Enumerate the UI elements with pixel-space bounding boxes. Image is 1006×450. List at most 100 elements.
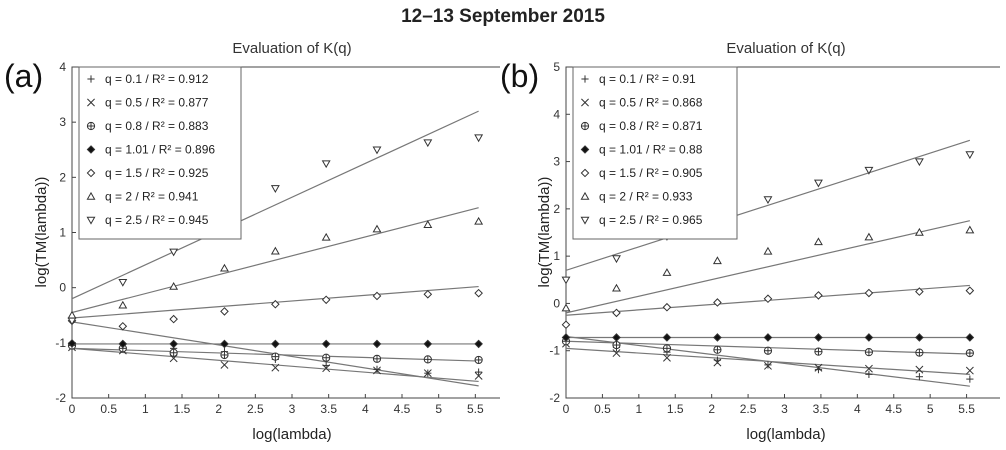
panel-label-b: (b) <box>500 58 540 94</box>
point-b-0-8 <box>966 375 974 383</box>
point-a-3-5 <box>321 339 331 349</box>
point-a-0-6 <box>373 365 381 373</box>
y-axis-label-a: log(TM(lambda)) <box>33 176 50 288</box>
point-b-0-4 <box>764 361 772 369</box>
point-a-5-8 <box>474 216 484 225</box>
point-b-4-0 <box>561 320 571 330</box>
point-b-4-5 <box>814 291 823 300</box>
point-a-2-2 <box>169 348 178 357</box>
fit-line-a-5 <box>72 207 479 314</box>
point-b-3-6 <box>864 333 874 342</box>
chart-title-b: Evaluation of K(q) <box>726 40 846 57</box>
point-a-1-7 <box>423 369 432 378</box>
point-b-6-8 <box>965 151 975 160</box>
x-tick-label-a-8: 4 <box>362 402 369 416</box>
legend-b: q = 0.1 / R² = 0.91 q = 0.5 / R² = 0.868 q… <box>572 66 738 240</box>
x-tick-label-b-3: 1.5 <box>667 402 684 416</box>
point-b-6-0 <box>561 276 571 285</box>
legend-marker-a-2 <box>86 121 96 131</box>
y-tick-label-a-5: 3 <box>59 115 66 129</box>
legend-marker-a-3 <box>86 145 96 154</box>
y-tick-label-a-4: 2 <box>59 170 66 184</box>
point-a-6-8 <box>474 134 484 143</box>
legend-marker-b-4 <box>580 168 590 178</box>
fit-line-a-1 <box>72 347 479 383</box>
point-b-5-5 <box>813 237 823 246</box>
point-a-3-4 <box>271 339 280 349</box>
point-a-5-6 <box>372 224 382 233</box>
x-tick-label-b-0: 0 <box>563 402 570 416</box>
x-tick-label-b-11: 5.5 <box>958 402 975 416</box>
legend-entry-b-4: q = 1.5 / R² = 0.905 <box>599 166 703 180</box>
x-tick-label-a-9: 4.5 <box>394 402 411 416</box>
point-b-6-7 <box>914 158 924 167</box>
point-b-2-7 <box>915 348 924 357</box>
x-tick-label-b-1: 0.5 <box>594 402 611 416</box>
point-b-5-7 <box>914 227 924 236</box>
x-tick-label-b-7: 3.5 <box>813 402 830 416</box>
point-b-6-5 <box>813 179 823 188</box>
legend-entry-b-1: q = 0.5 / R² = 0.868 <box>599 96 703 110</box>
legend-marker-b-3 <box>580 145 590 154</box>
point-a-1-3 <box>220 360 229 369</box>
point-a-5-2 <box>169 281 179 290</box>
point-b-2-2 <box>662 344 672 353</box>
y-tick-label-a-0: -2 <box>55 391 66 405</box>
x-tick-label-b-5: 2.5 <box>740 402 757 416</box>
point-b-4-3 <box>713 298 722 307</box>
point-b-0-7 <box>915 373 923 381</box>
legend-entry-a-5: q = 2 / R² = 0.941 <box>105 190 199 204</box>
point-a-0-8 <box>475 368 483 376</box>
x-axis-label-a: log(lambda) <box>252 426 332 443</box>
x-tick-label-a-0: 0 <box>69 402 76 416</box>
x-tick-label-a-3: 1.5 <box>174 402 191 416</box>
legend-marker-a-4 <box>86 168 96 178</box>
point-b-4-1 <box>612 308 621 318</box>
point-a-5-7 <box>423 220 433 228</box>
legend-box-b <box>572 66 738 240</box>
point-b-1-6 <box>864 364 873 373</box>
legend-box-a <box>78 66 242 240</box>
legend-marker-b-2 <box>580 121 590 131</box>
y-tick-label-a-1: -1 <box>55 336 66 350</box>
legend-marker-a-6 <box>86 216 96 225</box>
point-a-1-4 <box>271 363 280 372</box>
y-axis-label-b: log(TM(lambda)) <box>536 176 553 288</box>
point-a-1-5 <box>322 364 331 373</box>
point-b-6-6 <box>864 166 874 175</box>
y-tick-label-b-0: -2 <box>549 391 560 405</box>
point-a-4-2 <box>169 314 178 324</box>
legend-entry-a-1: q = 0.5 / R² = 0.877 <box>105 96 209 110</box>
legend-entry-a-2: q = 0.8 / R² = 0.883 <box>105 119 209 133</box>
point-a-6-2 <box>169 248 179 257</box>
point-b-1-7 <box>915 365 924 374</box>
x-tick-label-b-4: 2 <box>708 402 715 416</box>
point-b-5-6 <box>864 232 874 241</box>
figure-suptitle: 12–13 September 2015 <box>401 6 605 27</box>
x-axis-label-b: log(lambda) <box>746 426 826 443</box>
point-b-2-1 <box>612 340 621 350</box>
point-b-1-2 <box>662 353 671 362</box>
legend-marker-b-0 <box>581 75 589 83</box>
legend-marker-b-5 <box>580 191 590 200</box>
legend-entry-b-0: q = 0.1 / R² = 0.91 <box>599 72 696 86</box>
point-b-3-1 <box>612 333 621 342</box>
point-b-1-1 <box>612 349 621 358</box>
point-b-2-8 <box>965 348 974 358</box>
point-a-6-6 <box>372 146 382 155</box>
point-b-3-0 <box>561 333 571 342</box>
point-b-5-4 <box>763 246 773 255</box>
point-a-1-8 <box>474 371 483 380</box>
point-b-3-5 <box>814 333 823 342</box>
point-a-2-6 <box>372 354 382 363</box>
point-b-2-6 <box>864 348 874 357</box>
x-tick-label-a-6: 3 <box>289 402 296 416</box>
x-tick-label-b-8: 4 <box>854 402 861 416</box>
point-b-5-8 <box>965 225 975 234</box>
point-a-3-7 <box>423 339 433 349</box>
point-a-2-5 <box>322 353 331 362</box>
point-a-3-8 <box>474 339 483 349</box>
